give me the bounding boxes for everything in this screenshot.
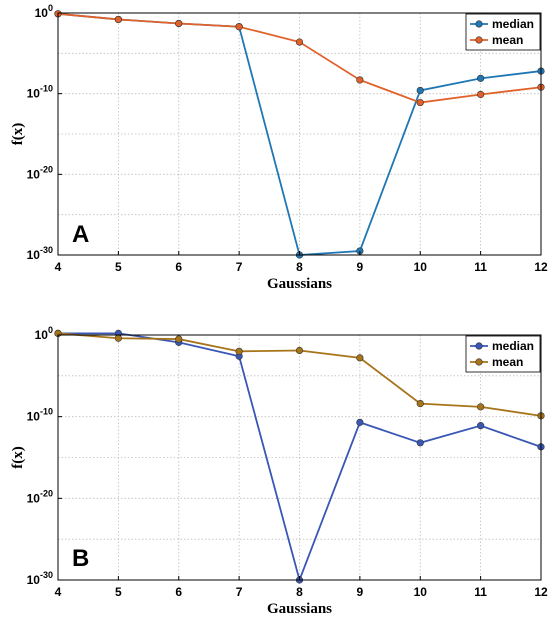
legend-label-mean: mean	[492, 33, 523, 47]
x-tick-label: 5	[115, 585, 122, 599]
x-tick-label: 6	[175, 260, 182, 274]
legend-label-median: median	[492, 339, 534, 353]
legend-marker-mean	[475, 358, 483, 366]
chart-panel-a: 4 5 6 7 8 9 10 11 12 100 10-10 10-20 10-30 Gaussians f…	[10, 3, 548, 292]
panel-label: B	[72, 545, 89, 572]
data-point-mean	[295, 346, 304, 355]
legend-box	[465, 13, 541, 51]
data-point-mean	[114, 15, 122, 24]
y-tick-label: 10-10	[27, 407, 53, 424]
legend-label-median: median	[492, 17, 534, 31]
x-tick-label: 4	[55, 585, 62, 599]
y-tick-label: 10-20	[27, 164, 53, 181]
legend-label-mean: mean	[492, 355, 523, 369]
x-tick-label: 10	[414, 260, 428, 274]
x-tick-label: 5	[115, 260, 122, 274]
legend-box	[465, 335, 541, 373]
data-point-mean	[416, 400, 424, 408]
y-axis-label: f(x)	[10, 446, 26, 469]
data-point-mean	[477, 90, 485, 99]
x-tick-label: 8	[296, 585, 303, 599]
data-point-mean	[416, 98, 424, 107]
data-point-mean	[295, 38, 304, 46]
y-tick-label: 10-30	[27, 245, 53, 262]
data-point-mean	[356, 354, 364, 362]
data-point-mean	[356, 76, 364, 84]
data-point-mean	[477, 403, 485, 411]
data-point-median	[477, 422, 485, 430]
x-tick-label: 8	[296, 260, 303, 274]
y-tick-label: 10-30	[27, 570, 53, 587]
x-axis-label: Gaussians	[267, 601, 332, 617]
data-point-mean	[175, 335, 183, 343]
y-tick-label: 10-20	[27, 488, 53, 505]
x-tick-label: 12	[534, 260, 548, 274]
x-tick-label: 10	[414, 585, 428, 599]
data-point-median	[356, 418, 364, 426]
data-point-median	[416, 86, 424, 95]
x-tick-label: 7	[236, 260, 243, 274]
legend-marker-median	[475, 20, 483, 28]
legend: median mean	[465, 335, 541, 373]
data-point-mean	[114, 334, 122, 342]
chart-panel-b: 4 5 6 7 8 9 10 11 12 100 10-10 10-20 10-30 Gaussians f…	[10, 325, 548, 617]
x-tick-label: 6	[175, 585, 182, 599]
x-tick-label: 7	[236, 585, 243, 599]
data-point-mean	[235, 347, 243, 355]
x-axis-label: Gaussians	[267, 276, 332, 292]
panel-label: A	[72, 221, 89, 248]
data-point-mean	[175, 19, 183, 28]
x-tick-label: 4	[55, 260, 62, 274]
x-tick-label: 11	[474, 585, 487, 599]
x-tick-label: 9	[357, 585, 364, 599]
x-tick-label: 12	[534, 585, 548, 599]
x-tick-label: 11	[474, 260, 487, 274]
y-axis-label: f(x)	[10, 123, 26, 146]
legend-marker-median	[475, 342, 483, 350]
x-tick-label: 9	[357, 260, 364, 274]
y-tick-label: 100	[35, 325, 53, 342]
y-tick-label: 100	[35, 3, 53, 20]
legend-marker-mean	[475, 36, 483, 44]
data-point-median	[416, 439, 424, 447]
y-tick-label: 10-10	[27, 84, 53, 101]
legend: median mean	[465, 13, 541, 51]
data-point-median	[477, 74, 485, 82]
data-point-mean	[235, 23, 243, 31]
